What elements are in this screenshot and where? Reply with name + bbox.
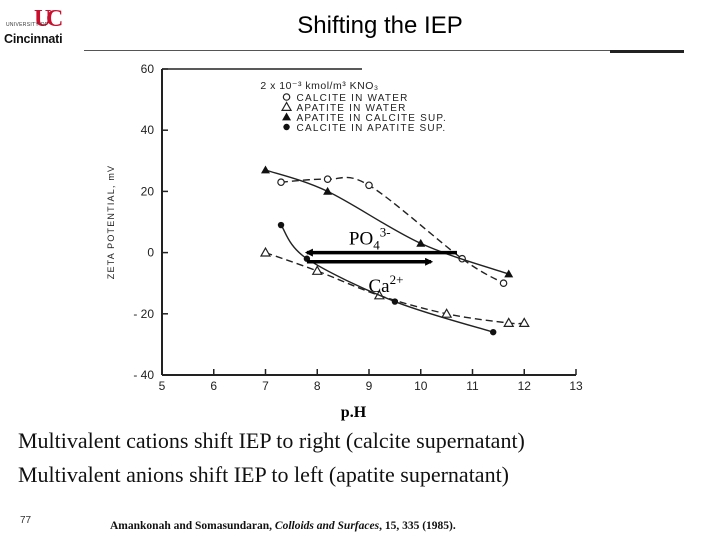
x-tick-label: 9 (366, 379, 373, 393)
x-tick-label: 12 (518, 379, 532, 393)
y-tick-label: 0 (147, 246, 154, 260)
annotation-label: PO43- (349, 225, 391, 253)
legend-marker (282, 93, 291, 101)
data-point-calcite-in-apatite-sup (277, 221, 285, 229)
svg-text:C: C (46, 6, 63, 30)
series-line-apatite-in-calcite-sup (265, 169, 509, 275)
x-tick-label: 8 (314, 379, 321, 393)
y-tick-label: 60 (141, 62, 155, 76)
legend-marker (281, 101, 293, 111)
x-tick-label: 7 (262, 379, 269, 393)
logo-name: Cincinnati (4, 32, 63, 46)
legend-entry: CALCITE IN APATITE SUP. (297, 123, 447, 134)
data-point-apatite-in-water (518, 317, 530, 327)
legend-entry: APATITE IN WATER (297, 103, 407, 114)
data-point-apatite-in-water (311, 265, 323, 275)
logo-university-label: UNIVERSITY OF (6, 22, 49, 28)
y-axis-label: ZETA POTENTIAL, mV (106, 165, 116, 279)
page-title: Shifting the IEP (297, 12, 463, 39)
uc-seal-icon: U C (34, 6, 63, 30)
series-line-calcite-in-water (280, 176, 504, 284)
x-tick-label: 13 (569, 379, 583, 393)
data-point-calcite-in-apatite-sup (490, 328, 497, 336)
data-point-apatite-in-calcite-sup (416, 238, 426, 247)
svg-text:U: U (34, 6, 51, 30)
university-logo: U C UNIVERSITY OF Cincinnati (4, 6, 86, 50)
legend-marker (282, 112, 292, 121)
legend-entry: APATITE IN CALCITE SUP. (297, 113, 447, 124)
title-divider (84, 50, 610, 51)
data-point-apatite-in-calcite-sup (261, 165, 270, 174)
caption-anions: Multivalent anions shift IEP to left (ap… (18, 462, 510, 487)
y-tick-label: - 20 (133, 307, 154, 321)
reference-details: , 15, 335 (1985). (379, 520, 456, 532)
x-tick-label: 5 (159, 379, 166, 393)
legend-entry: CALCITE IN WATER (297, 93, 409, 104)
annotation-label: Ca2+ (368, 272, 403, 297)
data-point-apatite-in-water (441, 308, 453, 318)
data-point-calcite-in-apatite-sup (391, 298, 399, 305)
x-tick-label: 11 (466, 379, 479, 393)
slide-number: 77 (20, 515, 32, 526)
data-point-calcite-in-water (365, 181, 373, 190)
caption-cations: Multivalent cations shift IEP to right (… (18, 428, 525, 453)
reference-authors: Amankonah and Somasundaran, (110, 520, 275, 532)
reference-journal: Colloids and Surfaces (274, 520, 380, 532)
zeta-potential-chart: 5 6 7 8 9 10 11 12 13 - 40 - 20 0 20 40 60 ZETA POTENTI… (106, 62, 583, 421)
legend-marker (283, 123, 290, 131)
series-line-calcite-in-apatite-sup (280, 224, 494, 333)
x-tick-label: 10 (414, 379, 428, 393)
y-tick-label: - 40 (133, 368, 154, 382)
y-tick-label: 20 (141, 184, 155, 198)
y-tick-label: 40 (141, 123, 155, 137)
x-tick-label: 6 (210, 379, 217, 393)
data-point-apatite-in-water (503, 317, 515, 327)
reference-citation: Amankonah and Somasundaran, Colloids and… (110, 520, 456, 532)
data-point-apatite-in-calcite-sup (504, 269, 514, 278)
data-point-calcite-in-water (323, 175, 332, 183)
data-point-calcite-in-water (277, 178, 285, 187)
legend-header: 2 x 10⁻³ kmol/m³ KNO₃ (260, 80, 378, 92)
data-point-apatite-in-calcite-sup (323, 186, 333, 195)
title-divider-accent (610, 50, 684, 53)
data-point-calcite-in-water (499, 279, 508, 288)
data-point-apatite-in-water (259, 246, 272, 257)
x-axis-label: p.H (341, 404, 367, 421)
